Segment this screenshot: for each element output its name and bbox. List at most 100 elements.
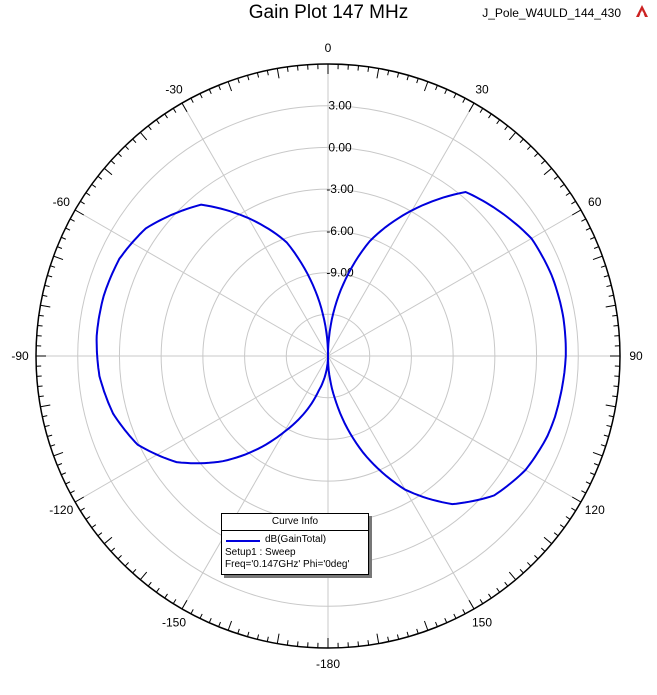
major-tick	[40, 304, 51, 308]
minor-tick	[593, 463, 599, 466]
major-tick	[74, 209, 85, 216]
minor-tick	[581, 218, 587, 222]
major-tick	[605, 404, 616, 408]
minor-tick	[42, 294, 48, 297]
minor-tick	[61, 236, 67, 240]
minor-tick	[534, 152, 539, 157]
major-tick	[423, 620, 429, 631]
project-label: J_Pole_W4ULD_144_430	[482, 6, 621, 20]
minor-tick	[585, 481, 591, 485]
radial-label: 3.00	[328, 99, 352, 113]
minor-tick	[565, 192, 571, 196]
minor-tick	[117, 152, 122, 157]
minor-tick	[44, 284, 50, 288]
minor-tick	[47, 275, 53, 278]
major-tick	[181, 102, 188, 113]
minor-tick	[57, 463, 63, 466]
minor-tick	[581, 490, 587, 494]
minor-tick	[266, 636, 269, 642]
minor-tick	[589, 472, 595, 476]
radial-labels: 3.000.00-3.00-6.00-9.00	[326, 99, 354, 280]
minor-tick	[147, 125, 152, 131]
minor-tick	[97, 175, 103, 180]
minor-tick	[453, 93, 457, 99]
major-tick	[468, 102, 475, 113]
legend-params: Freq='0.147GHz' Phi='0deg'	[225, 559, 350, 570]
major-tick	[227, 620, 233, 631]
minor-tick	[479, 108, 484, 113]
minor-tick	[462, 609, 466, 615]
minor-tick	[42, 415, 48, 418]
curve-info-legend[interactable]: Curve Info dB(GainTotal) Setup1 : Sweep …	[221, 513, 369, 575]
minor-tick	[69, 490, 75, 494]
angle-label: -90	[11, 349, 29, 363]
grid-spoke	[327, 355, 582, 503]
minor-tick	[367, 66, 370, 72]
ansys-logo-icon	[636, 5, 648, 17]
minor-tick	[387, 70, 390, 76]
major-tick	[53, 255, 64, 261]
angle-label: -120	[49, 503, 73, 517]
angle-label: 60	[588, 195, 602, 209]
minor-tick	[85, 516, 91, 520]
minor-tick	[571, 200, 576, 205]
minor-tick	[603, 275, 609, 278]
minor-tick	[37, 385, 43, 388]
minor-tick	[479, 599, 484, 604]
minor-tick	[286, 66, 289, 72]
minor-tick	[519, 138, 524, 144]
minor-tick	[50, 444, 56, 447]
minor-tick	[91, 524, 97, 529]
minor-tick	[606, 424, 612, 428]
major-tick	[276, 633, 280, 644]
minor-tick	[608, 415, 614, 418]
minor-tick	[367, 640, 370, 646]
major-tick	[139, 571, 148, 581]
minor-tick	[110, 160, 116, 165]
major-tick	[376, 633, 380, 644]
minor-tick	[208, 617, 212, 623]
minor-tick	[38, 395, 44, 398]
minor-tick	[612, 395, 618, 398]
minor-tick	[357, 65, 360, 71]
legend-entry[interactable]: dB(GainTotal)	[222, 533, 368, 547]
series-line	[95, 190, 567, 506]
major-tick	[139, 131, 148, 141]
minor-tick	[396, 634, 400, 640]
minor-tick	[613, 385, 619, 388]
minor-tick	[65, 481, 71, 485]
radial-label: -3.00	[326, 182, 354, 196]
gain-trace	[95, 190, 567, 506]
angle-label: 150	[472, 616, 492, 630]
grid-spoke	[74, 355, 329, 503]
minor-tick	[155, 587, 160, 593]
minor-tick	[527, 145, 532, 150]
minor-tick	[190, 609, 194, 615]
minor-tick	[296, 65, 299, 71]
minor-tick	[208, 89, 212, 95]
minor-tick	[357, 641, 360, 647]
minor-tick	[559, 183, 565, 188]
minor-tick	[69, 218, 75, 222]
minor-tick	[540, 547, 546, 552]
minor-tick	[124, 562, 129, 567]
minor-tick	[132, 568, 137, 574]
angle-label: -180	[316, 657, 340, 671]
minor-tick	[488, 113, 492, 119]
minor-tick	[406, 75, 409, 81]
legend-line-swatch	[226, 540, 260, 542]
minor-tick	[589, 236, 595, 240]
minor-tick	[559, 524, 565, 529]
angle-label: -150	[162, 616, 186, 630]
minor-tick	[218, 85, 221, 91]
minor-tick	[132, 138, 137, 144]
minor-tick	[85, 192, 91, 196]
major-tick	[468, 599, 475, 610]
minor-tick	[256, 72, 260, 78]
minor-tick	[199, 93, 203, 99]
minor-tick	[57, 246, 63, 249]
minor-tick	[61, 472, 67, 476]
major-tick	[508, 571, 517, 581]
minor-tick	[396, 72, 400, 78]
minor-tick	[38, 314, 44, 317]
